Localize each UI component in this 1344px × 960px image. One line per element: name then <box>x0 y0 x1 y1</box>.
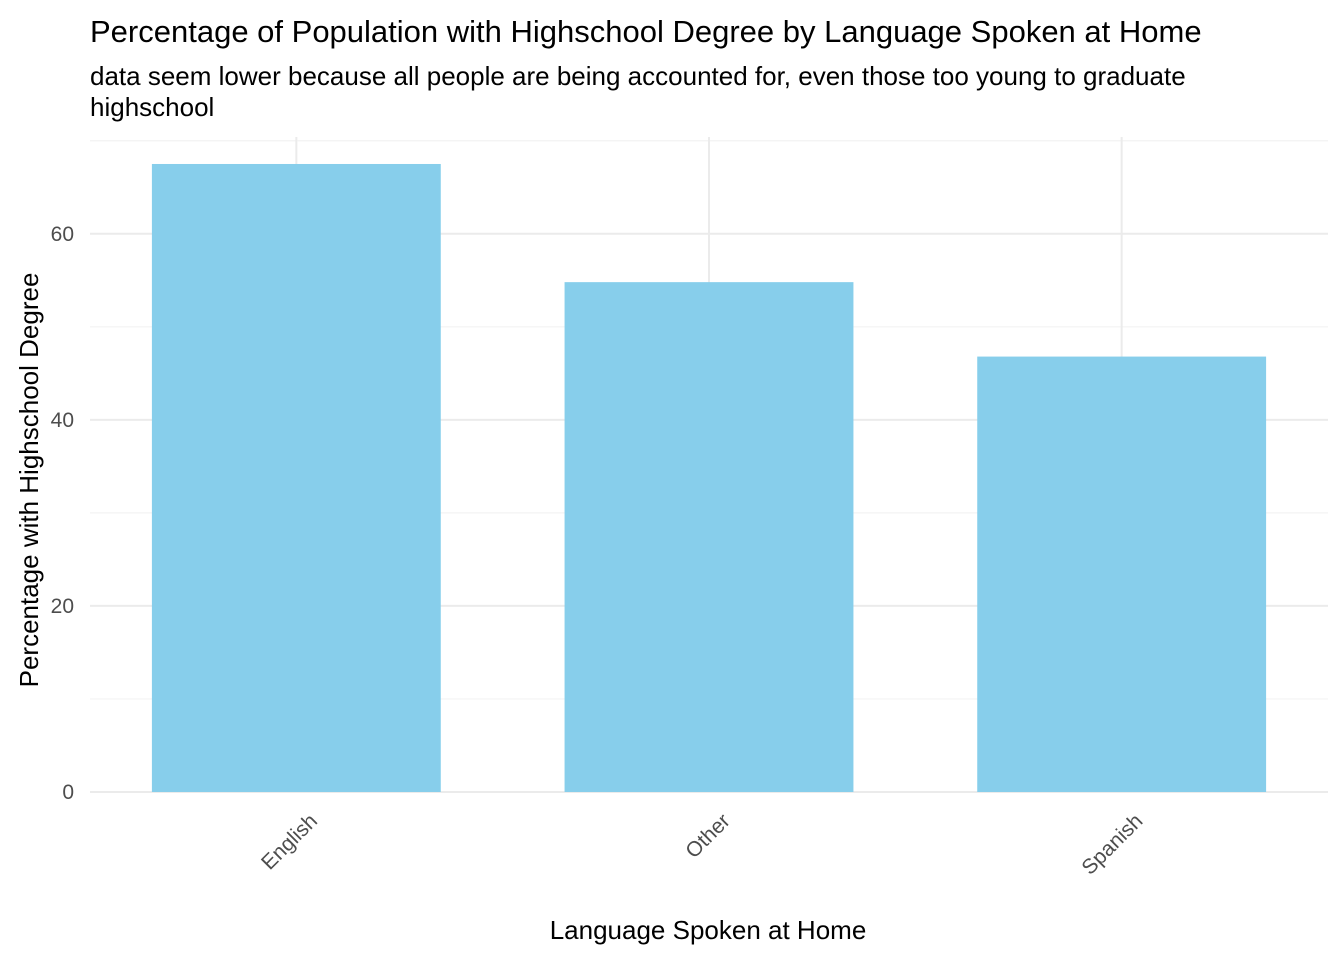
chart-title: Percentage of Population with Highschool… <box>90 14 1202 49</box>
y-tick-label: 20 <box>51 595 74 618</box>
x-axis-tick-labels: English Other Spanish <box>257 809 1147 879</box>
bar-other <box>564 282 854 792</box>
x-tick-label: Spanish <box>1077 809 1147 879</box>
x-tick-label: English <box>257 809 322 874</box>
bar-english <box>151 163 441 792</box>
chart-subtitle-line-1: data seem lower because all people are b… <box>90 61 1186 91</box>
y-tick-label: 40 <box>51 409 74 432</box>
x-tick-label: Other <box>681 809 734 862</box>
bars <box>151 163 1267 792</box>
bar-spanish <box>977 356 1267 792</box>
y-tick-label: 0 <box>62 781 74 804</box>
y-axis-tick-labels: 0 20 40 60 <box>51 223 74 804</box>
y-axis-label: Percentage with Highschool Degree <box>14 273 44 688</box>
chart-subtitle-line-2: highschool <box>90 92 214 122</box>
x-axis-label: Language Spoken at Home <box>550 915 867 945</box>
y-tick-label: 60 <box>51 223 74 246</box>
